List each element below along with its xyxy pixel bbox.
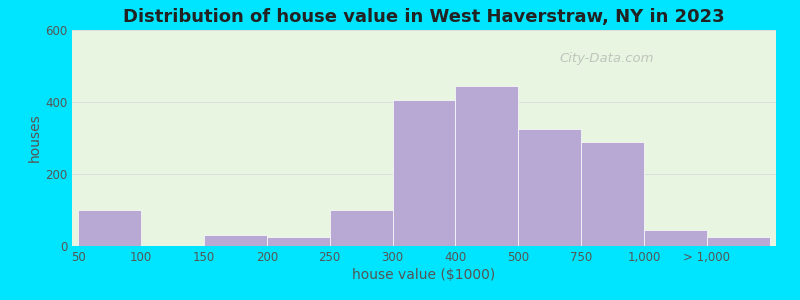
Bar — [455, 86, 518, 246]
Text: City-Data.com: City-Data.com — [560, 52, 654, 64]
Bar — [330, 210, 393, 246]
Bar — [78, 210, 141, 246]
Bar — [518, 129, 581, 246]
Title: Distribution of house value in West Haverstraw, NY in 2023: Distribution of house value in West Have… — [123, 8, 725, 26]
Bar — [581, 142, 644, 246]
Bar — [267, 237, 330, 246]
Bar — [393, 100, 455, 246]
Bar — [707, 237, 770, 246]
X-axis label: house value ($1000): house value ($1000) — [352, 268, 496, 282]
Y-axis label: houses: houses — [28, 114, 42, 162]
Bar — [644, 230, 707, 246]
Bar — [204, 235, 267, 246]
